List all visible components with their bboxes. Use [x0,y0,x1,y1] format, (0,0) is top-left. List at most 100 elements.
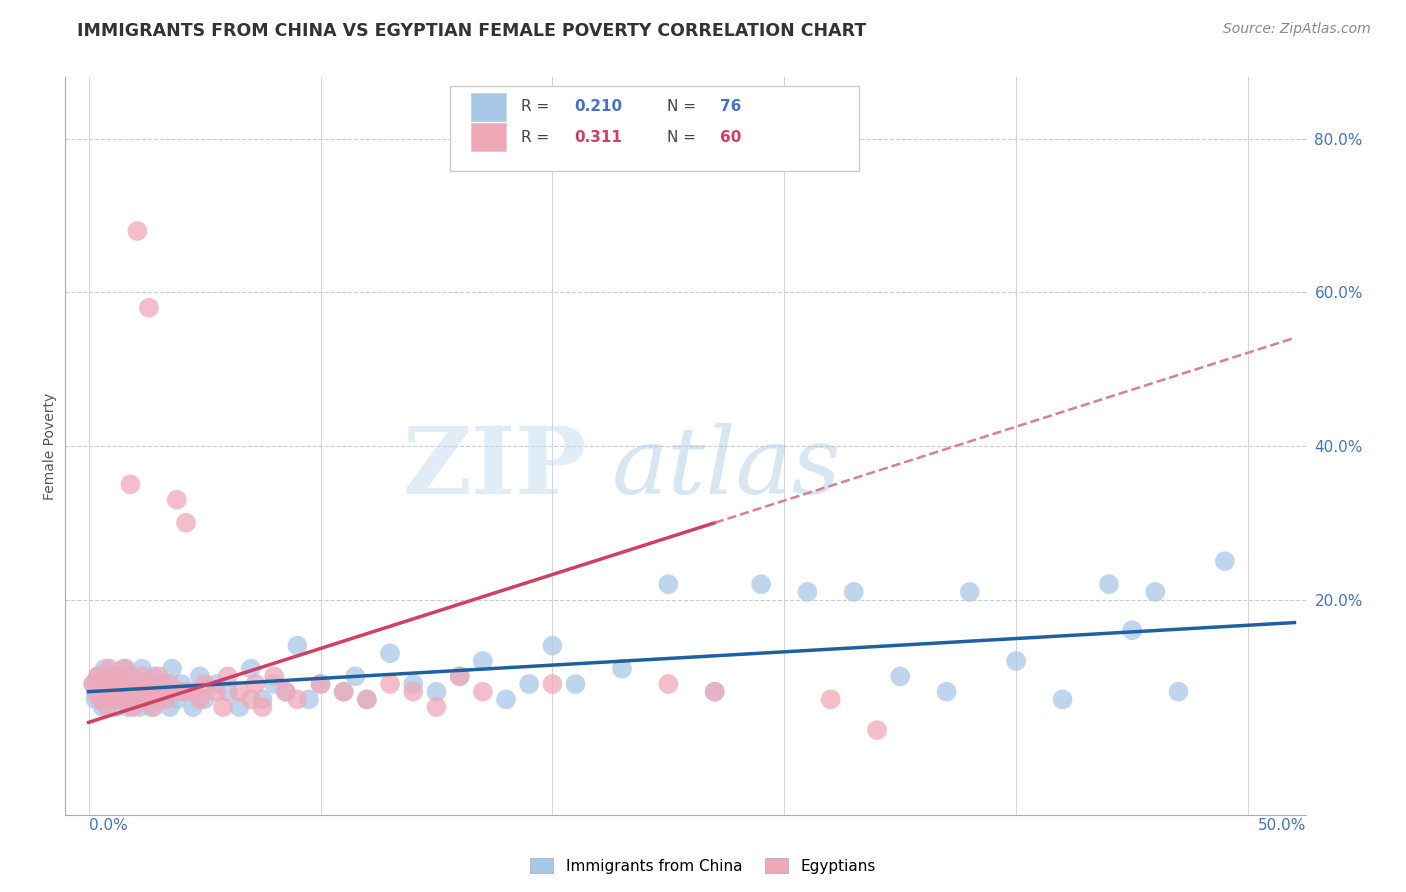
Point [703,684,725,698]
Point [98,662,121,676]
Legend: Immigrants from China, Egyptians: Immigrants from China, Egyptians [524,852,882,880]
Point [170,677,193,691]
Point [117,700,139,714]
Point [101,684,124,698]
Point [194,692,217,706]
Point [309,677,332,691]
Point [252,700,274,714]
Point [114,662,136,676]
Point [703,684,725,698]
Point [91,677,114,691]
Point [378,677,401,691]
Point [212,700,235,714]
Point [217,669,239,683]
Point [98,692,121,706]
Point [517,677,540,691]
Text: N =: N = [666,99,702,114]
Point [796,585,818,599]
Point [749,577,772,591]
Point [332,684,354,698]
Point [866,723,889,737]
Point [205,684,228,698]
Point [239,662,262,676]
Text: 0.0%: 0.0% [89,818,128,832]
Point [402,677,425,691]
Point [1213,554,1236,568]
Point [101,669,124,683]
Point [194,677,217,691]
Point [89,692,111,706]
Point [159,700,181,714]
Point [153,692,176,706]
Point [103,692,125,706]
Point [1005,654,1028,668]
Point [378,646,401,660]
Text: atlas: atlas [612,423,841,513]
Point [127,684,149,698]
Point [112,692,135,706]
Point [91,700,114,714]
Point [138,684,160,698]
Point [449,669,471,683]
Text: 0.210: 0.210 [574,99,623,114]
Point [121,692,143,706]
Point [170,684,193,698]
Point [82,677,104,691]
Point [344,669,367,683]
Point [402,684,425,698]
Point [96,700,118,714]
Point [657,577,679,591]
Point [274,684,297,698]
Point [174,684,197,698]
Point [274,684,297,698]
Point [103,684,125,698]
Point [425,684,447,698]
Point [141,684,163,698]
Point [495,692,517,706]
Point [141,700,163,714]
Point [87,669,110,683]
Point [138,301,160,315]
Y-axis label: Female Poverty: Female Poverty [44,392,58,500]
Point [134,692,156,706]
Point [610,662,633,676]
Point [135,677,157,691]
Point [94,662,117,676]
Point [263,677,285,691]
Text: 60: 60 [720,129,742,145]
Point [152,684,174,698]
Point [820,692,842,706]
Point [105,669,128,683]
Point [564,677,586,691]
Text: 0.311: 0.311 [574,129,621,145]
Point [181,700,204,714]
Point [142,700,165,714]
Point [114,684,136,698]
Point [356,692,378,706]
Point [152,677,174,691]
Point [1121,624,1143,638]
Point [181,684,204,698]
Text: 76: 76 [720,99,742,114]
Point [160,662,183,676]
Point [239,692,262,706]
Point [252,692,274,706]
Text: R =: R = [520,129,554,145]
Text: ZIP: ZIP [402,423,586,513]
Point [356,692,378,706]
Point [142,669,165,683]
Point [842,585,865,599]
Point [188,669,211,683]
Point [124,677,146,691]
Point [131,662,153,676]
Point [159,677,181,691]
Point [107,684,129,698]
Point [87,669,110,683]
Point [110,692,132,706]
Point [471,654,494,668]
Point [228,700,250,714]
Point [217,684,239,698]
Point [657,677,679,691]
Point [110,677,132,691]
Point [1144,585,1167,599]
